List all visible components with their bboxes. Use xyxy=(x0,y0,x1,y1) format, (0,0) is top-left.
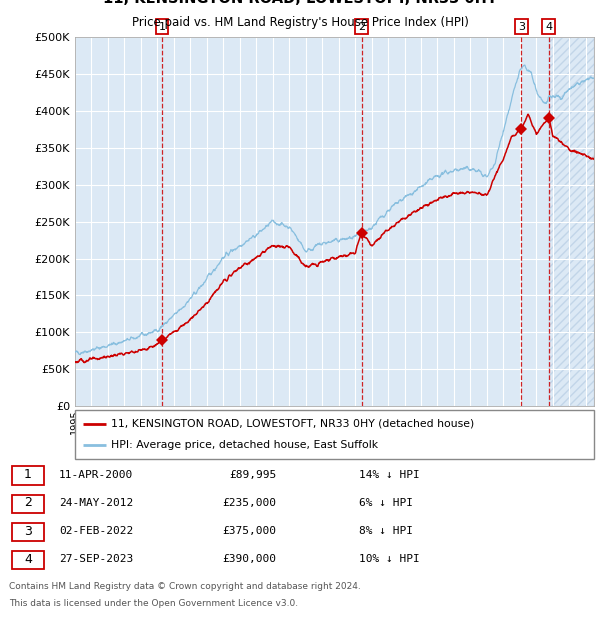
Text: £89,995: £89,995 xyxy=(229,470,277,480)
FancyBboxPatch shape xyxy=(12,495,44,513)
Text: HPI: Average price, detached house, East Suffolk: HPI: Average price, detached house, East… xyxy=(112,440,379,450)
Text: 02-FEB-2022: 02-FEB-2022 xyxy=(59,526,133,536)
Bar xyxy=(548,37,594,406)
FancyBboxPatch shape xyxy=(12,466,44,485)
Text: 1: 1 xyxy=(158,22,166,32)
Text: 1: 1 xyxy=(24,468,32,481)
Text: 3: 3 xyxy=(24,525,32,538)
Text: 8% ↓ HPI: 8% ↓ HPI xyxy=(359,526,413,536)
Text: 11, KENSINGTON ROAD, LOWESTOFT, NR33 0HY: 11, KENSINGTON ROAD, LOWESTOFT, NR33 0HY xyxy=(103,0,497,6)
Text: £235,000: £235,000 xyxy=(223,498,277,508)
Text: 4: 4 xyxy=(24,553,32,566)
Text: 10% ↓ HPI: 10% ↓ HPI xyxy=(359,554,419,564)
Text: 11-APR-2000: 11-APR-2000 xyxy=(59,470,133,480)
Text: 24-MAY-2012: 24-MAY-2012 xyxy=(59,498,133,508)
Text: £390,000: £390,000 xyxy=(223,554,277,564)
Text: 4: 4 xyxy=(545,22,552,32)
Text: Price paid vs. HM Land Registry's House Price Index (HPI): Price paid vs. HM Land Registry's House … xyxy=(131,16,469,29)
Text: Contains HM Land Registry data © Crown copyright and database right 2024.: Contains HM Land Registry data © Crown c… xyxy=(9,582,361,591)
Text: 6% ↓ HPI: 6% ↓ HPI xyxy=(359,498,413,508)
Text: This data is licensed under the Open Government Licence v3.0.: This data is licensed under the Open Gov… xyxy=(9,599,298,608)
Text: 11, KENSINGTON ROAD, LOWESTOFT, NR33 0HY (detached house): 11, KENSINGTON ROAD, LOWESTOFT, NR33 0HY… xyxy=(112,419,475,429)
FancyBboxPatch shape xyxy=(12,551,44,569)
FancyBboxPatch shape xyxy=(12,523,44,541)
Text: 27-SEP-2023: 27-SEP-2023 xyxy=(59,554,133,564)
Text: 3: 3 xyxy=(518,22,525,32)
Text: 2: 2 xyxy=(358,22,365,32)
Text: 2: 2 xyxy=(24,497,32,510)
Text: 14% ↓ HPI: 14% ↓ HPI xyxy=(359,470,419,480)
Text: £375,000: £375,000 xyxy=(223,526,277,536)
